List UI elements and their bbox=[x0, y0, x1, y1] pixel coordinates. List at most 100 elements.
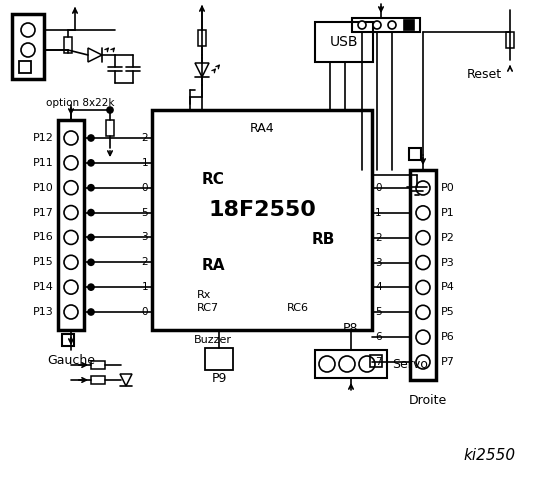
Text: P0: P0 bbox=[441, 183, 455, 193]
Text: Reset: Reset bbox=[467, 69, 502, 82]
Bar bbox=[19, 61, 31, 73]
Circle shape bbox=[416, 255, 430, 270]
Circle shape bbox=[64, 131, 78, 145]
Text: 5: 5 bbox=[375, 307, 382, 317]
Circle shape bbox=[416, 231, 430, 245]
Circle shape bbox=[88, 210, 94, 216]
Text: P11: P11 bbox=[33, 158, 54, 168]
Circle shape bbox=[88, 309, 94, 315]
Text: 2: 2 bbox=[375, 233, 382, 243]
Circle shape bbox=[88, 185, 94, 191]
Circle shape bbox=[107, 107, 113, 113]
Circle shape bbox=[339, 356, 355, 372]
Circle shape bbox=[416, 305, 430, 319]
Text: 2: 2 bbox=[142, 257, 148, 267]
Text: RC7: RC7 bbox=[197, 303, 219, 313]
Text: P7: P7 bbox=[441, 357, 455, 367]
Circle shape bbox=[88, 234, 94, 240]
Text: 5: 5 bbox=[142, 207, 148, 217]
Text: P6: P6 bbox=[441, 332, 455, 342]
Circle shape bbox=[64, 180, 78, 195]
Circle shape bbox=[64, 230, 78, 244]
Circle shape bbox=[416, 280, 430, 294]
Text: P15: P15 bbox=[33, 257, 54, 267]
Circle shape bbox=[416, 181, 430, 195]
Bar bbox=[409, 148, 421, 160]
Text: P5: P5 bbox=[441, 307, 455, 317]
Text: 2: 2 bbox=[142, 133, 148, 143]
Bar bbox=[91, 376, 105, 384]
Text: P17: P17 bbox=[33, 207, 54, 217]
Bar bbox=[404, 20, 414, 30]
Bar bbox=[64, 37, 72, 53]
Circle shape bbox=[64, 255, 78, 269]
Bar bbox=[315, 22, 373, 62]
Text: P12: P12 bbox=[33, 133, 54, 143]
Text: 6: 6 bbox=[375, 332, 382, 342]
Text: 1: 1 bbox=[142, 282, 148, 292]
Circle shape bbox=[416, 206, 430, 220]
Bar bbox=[58, 120, 84, 330]
Circle shape bbox=[21, 43, 35, 57]
Text: option 8x22k: option 8x22k bbox=[46, 98, 114, 108]
Circle shape bbox=[358, 21, 366, 29]
Circle shape bbox=[416, 330, 430, 344]
Text: Servo: Servo bbox=[392, 358, 428, 371]
Text: P4: P4 bbox=[441, 282, 455, 292]
Text: 1: 1 bbox=[142, 158, 148, 168]
Text: P1: P1 bbox=[441, 208, 455, 218]
Text: Buzzer: Buzzer bbox=[194, 335, 232, 345]
Bar bbox=[315, 350, 387, 378]
Text: P16: P16 bbox=[33, 232, 54, 242]
Circle shape bbox=[388, 21, 396, 29]
Circle shape bbox=[373, 21, 381, 29]
Bar bbox=[506, 32, 514, 48]
Bar bbox=[91, 361, 105, 369]
Text: 4: 4 bbox=[375, 282, 382, 292]
Text: RA: RA bbox=[202, 257, 226, 273]
Bar bbox=[370, 355, 382, 367]
Text: Droite: Droite bbox=[409, 394, 447, 407]
Circle shape bbox=[21, 23, 35, 37]
Text: P3: P3 bbox=[441, 258, 455, 267]
Bar bbox=[198, 30, 206, 46]
Circle shape bbox=[64, 156, 78, 170]
Text: 1: 1 bbox=[375, 208, 382, 218]
Bar bbox=[352, 18, 420, 32]
Text: RA4: RA4 bbox=[250, 121, 274, 134]
Bar bbox=[106, 120, 114, 136]
Bar bbox=[62, 334, 74, 346]
Text: 0: 0 bbox=[142, 183, 148, 192]
Circle shape bbox=[64, 305, 78, 319]
Text: P8: P8 bbox=[343, 322, 359, 335]
Circle shape bbox=[88, 135, 94, 141]
Text: RB: RB bbox=[312, 232, 335, 248]
Text: 0: 0 bbox=[142, 307, 148, 317]
Text: RC6: RC6 bbox=[287, 303, 309, 313]
Text: USB: USB bbox=[330, 35, 358, 49]
Text: P14: P14 bbox=[33, 282, 54, 292]
Circle shape bbox=[319, 356, 335, 372]
Bar bbox=[152, 110, 372, 330]
Text: P10: P10 bbox=[33, 183, 54, 192]
Circle shape bbox=[88, 284, 94, 290]
Text: 3: 3 bbox=[142, 232, 148, 242]
Circle shape bbox=[416, 355, 430, 369]
Text: RC: RC bbox=[202, 172, 225, 188]
Text: ki2550: ki2550 bbox=[464, 447, 516, 463]
Circle shape bbox=[64, 205, 78, 219]
Text: 3: 3 bbox=[375, 258, 382, 267]
Text: P2: P2 bbox=[441, 233, 455, 243]
Bar bbox=[410, 170, 436, 380]
Circle shape bbox=[359, 356, 375, 372]
Text: 18F2550: 18F2550 bbox=[208, 200, 316, 220]
Bar bbox=[12, 14, 44, 79]
Text: P9: P9 bbox=[211, 372, 227, 384]
Text: Gauche: Gauche bbox=[47, 353, 95, 367]
Text: 7: 7 bbox=[375, 357, 382, 367]
Circle shape bbox=[88, 160, 94, 166]
Text: Rx: Rx bbox=[197, 290, 211, 300]
Bar bbox=[205, 348, 233, 370]
Circle shape bbox=[64, 280, 78, 294]
Text: 0: 0 bbox=[375, 183, 382, 193]
